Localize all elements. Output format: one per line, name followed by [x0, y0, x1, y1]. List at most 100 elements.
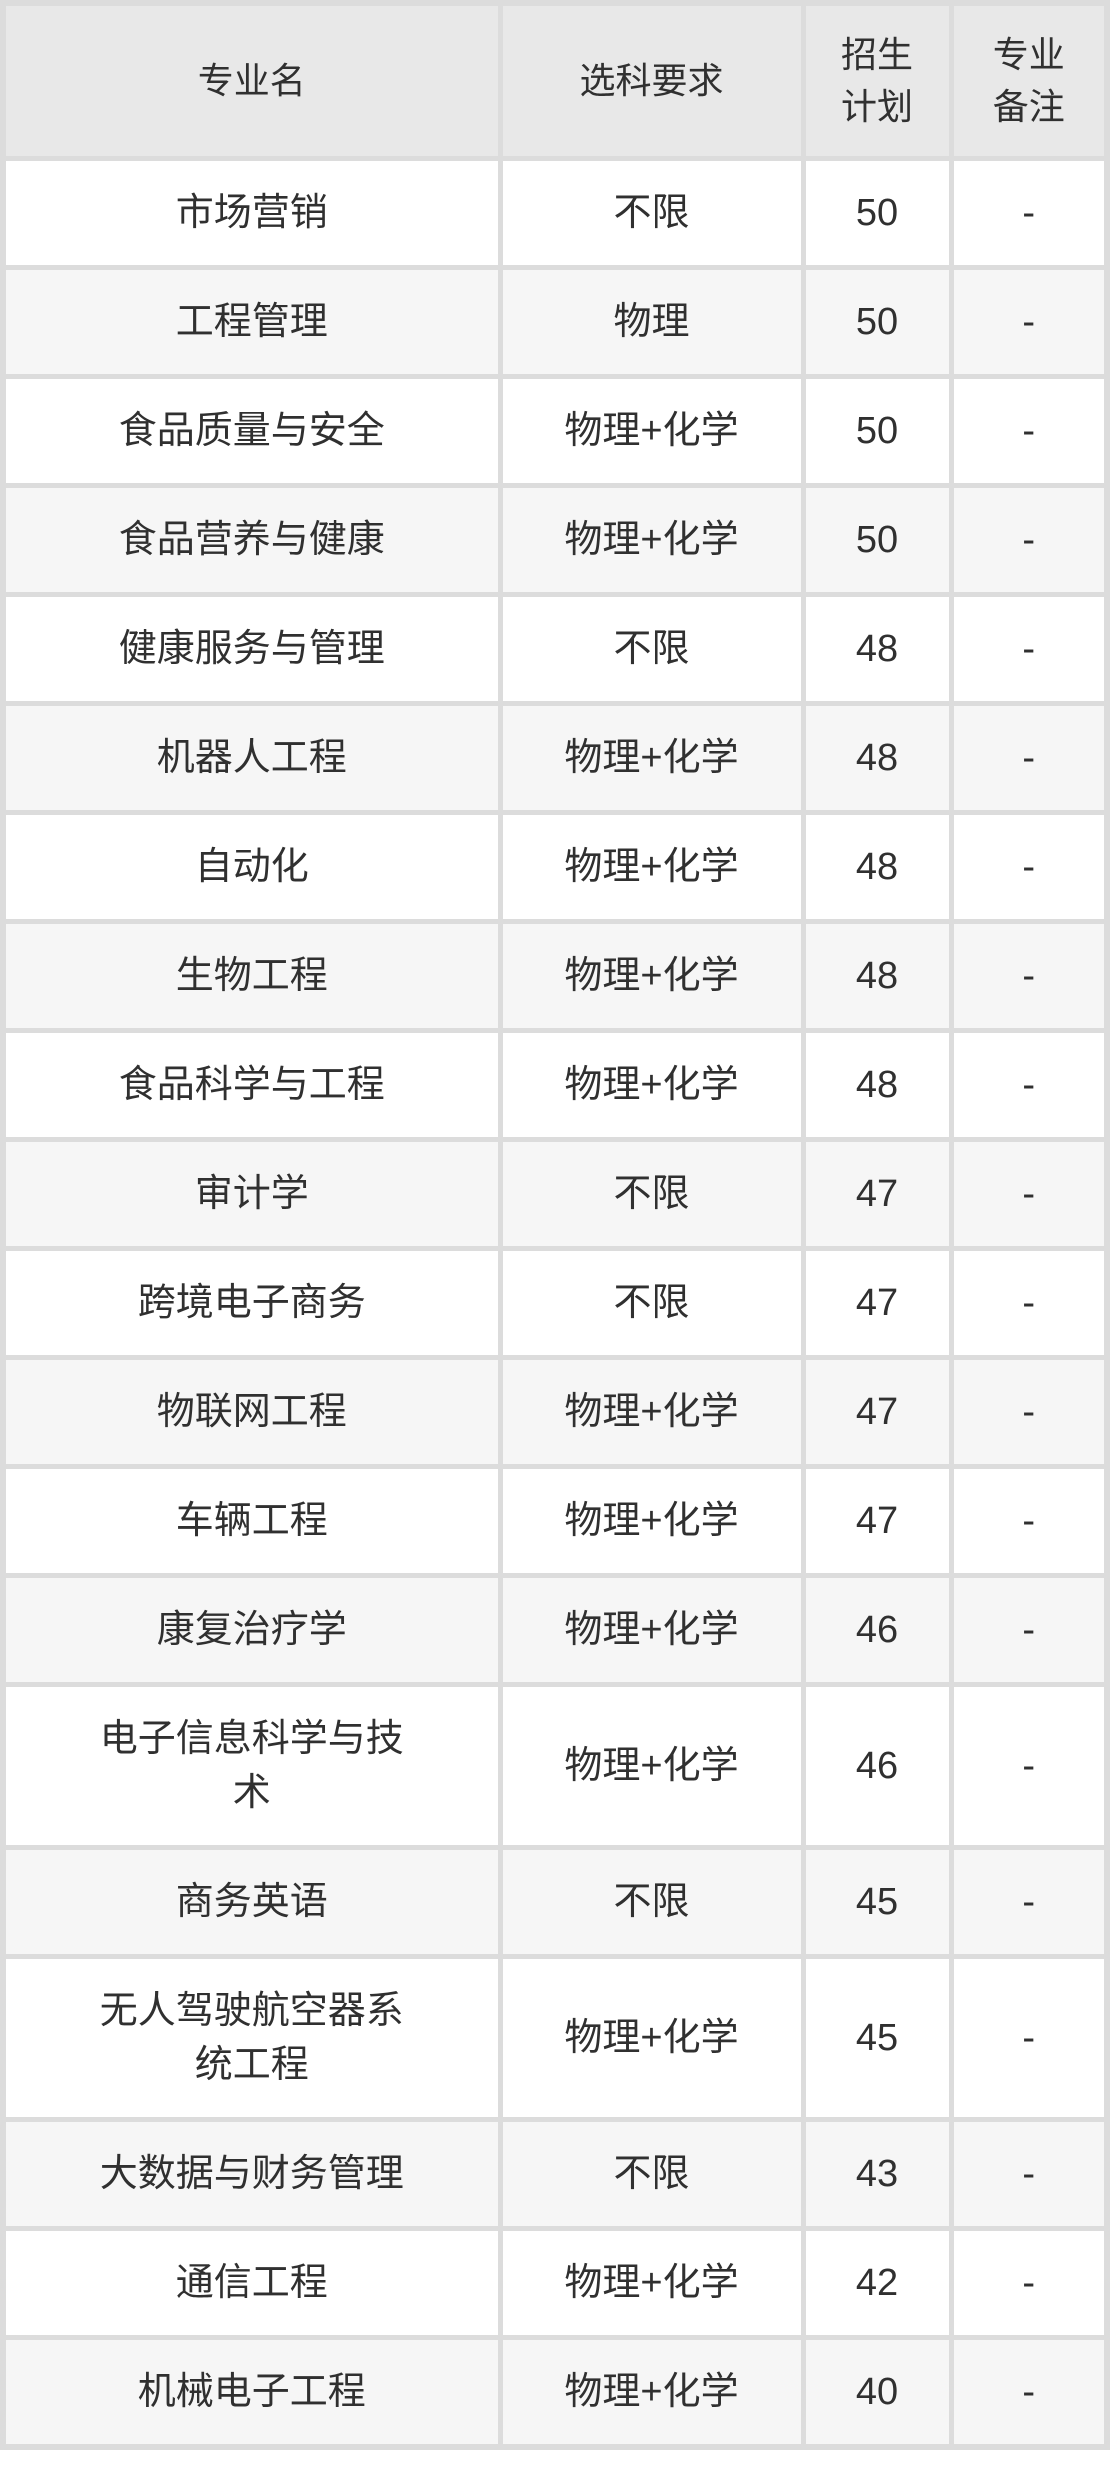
enrollment-plan-cell: 48: [800, 1028, 954, 1142]
table-header-row: 专业名 选科要求 招生 计划 专业 备注: [0, 0, 1110, 161]
enrollment-plan-cell: 45: [800, 1954, 954, 2122]
major-note-cell: -: [948, 374, 1110, 488]
major-name-text: 自动化: [194, 846, 309, 888]
subject-requirement-cell: 物理+化学: [497, 701, 806, 815]
enrollment-plan-cell: 50: [800, 265, 954, 379]
major-name-cell: 自动化: [0, 810, 503, 924]
enrollment-plan-cell: 48: [800, 919, 954, 1033]
major-name-cell: 无人驾驶航空器系统工程: [0, 1954, 503, 2122]
major-note-cell: -: [948, 919, 1110, 1033]
major-name-cell: 健康服务与管理: [0, 592, 503, 706]
table-row: 自动化 物理+化学 48 -: [0, 810, 1110, 924]
major-note-cell: -: [948, 2226, 1110, 2340]
major-name-text: 无人驾驶航空器系统工程: [99, 1990, 404, 2086]
major-name-text: 康复治疗学: [156, 1609, 347, 1651]
column-header-subject-requirement: 选科要求: [497, 0, 806, 161]
major-name-text: 食品营养与健康: [118, 519, 385, 561]
enrollment-plan-cell: 46: [800, 1682, 954, 1850]
table-row: 跨境电子商务 不限 47 -: [0, 1246, 1110, 1360]
subject-requirement-cell: 物理+化学: [497, 1464, 806, 1578]
table-body: 市场营销 不限 50 - 工程管理 物理 50 - 食品质量与安全 物理+化学 …: [0, 156, 1110, 2450]
major-note-cell: -: [948, 1464, 1110, 1578]
major-note-cell: -: [948, 1028, 1110, 1142]
major-name-cell: 大数据与财务管理: [0, 2117, 503, 2231]
major-note-cell: -: [948, 701, 1110, 815]
table-row: 审计学 不限 47 -: [0, 1137, 1110, 1251]
major-name-text: 健康服务与管理: [118, 628, 385, 670]
enrollment-plan-cell: 50: [800, 374, 954, 488]
subject-requirement-cell: 物理+化学: [497, 1682, 806, 1850]
major-name-text: 电子信息科学与技术: [99, 1718, 404, 1814]
column-header-major-name: 专业名: [0, 0, 503, 161]
major-name-cell: 电子信息科学与技术: [0, 1682, 503, 1850]
major-name-cell: 工程管理: [0, 265, 503, 379]
subject-requirement-cell: 不限: [497, 1845, 806, 1959]
major-name-cell: 通信工程: [0, 2226, 503, 2340]
enrollment-plan-cell: 48: [800, 810, 954, 924]
table-row: 食品科学与工程 物理+化学 48 -: [0, 1028, 1110, 1142]
major-note-cell: -: [948, 1246, 1110, 1360]
major-name-cell: 生物工程: [0, 919, 503, 1033]
subject-requirement-cell: 物理+化学: [497, 2226, 806, 2340]
column-header-enrollment-plan: 招生 计划: [800, 0, 954, 161]
major-name-cell: 康复治疗学: [0, 1573, 503, 1687]
table-row: 食品营养与健康 物理+化学 50 -: [0, 483, 1110, 597]
enrollment-plan-cell: 47: [800, 1355, 954, 1469]
major-note-cell: -: [948, 2117, 1110, 2231]
major-name-text: 审计学: [194, 1173, 309, 1215]
major-name-cell: 食品质量与安全: [0, 374, 503, 488]
major-name-cell: 跨境电子商务: [0, 1246, 503, 1360]
enrollment-plan-cell: 47: [800, 1464, 954, 1578]
subject-requirement-cell: 物理+化学: [497, 2335, 806, 2450]
enrollment-plan-cell: 45: [800, 1845, 954, 1959]
subject-requirement-cell: 物理: [497, 265, 806, 379]
major-name-cell: 商务英语: [0, 1845, 503, 1959]
table-row: 生物工程 物理+化学 48 -: [0, 919, 1110, 1033]
table-row: 机械电子工程 物理+化学 40 -: [0, 2335, 1110, 2450]
major-name-cell: 食品科学与工程: [0, 1028, 503, 1142]
major-name-text: 物联网工程: [156, 1391, 347, 1433]
enrollment-plan-cell: 50: [800, 483, 954, 597]
subject-requirement-cell: 物理+化学: [497, 1355, 806, 1469]
subject-requirement-cell: 物理+化学: [497, 810, 806, 924]
major-note-cell: -: [948, 156, 1110, 270]
major-name-cell: 审计学: [0, 1137, 503, 1251]
enrollment-plan-cell: 46: [800, 1573, 954, 1687]
table-row: 康复治疗学 物理+化学 46 -: [0, 1573, 1110, 1687]
major-name-text: 食品科学与工程: [118, 1064, 385, 1106]
table-row: 无人驾驶航空器系统工程 物理+化学 45 -: [0, 1954, 1110, 2122]
table-row: 电子信息科学与技术 物理+化学 46 -: [0, 1682, 1110, 1850]
subject-requirement-cell: 物理+化学: [497, 483, 806, 597]
subject-requirement-cell: 物理+化学: [497, 1028, 806, 1142]
subject-requirement-cell: 不限: [497, 1246, 806, 1360]
major-note-cell: -: [948, 1682, 1110, 1850]
major-note-cell: -: [948, 810, 1110, 924]
subject-requirement-cell: 物理+化学: [497, 1954, 806, 2122]
major-note-cell: -: [948, 1355, 1110, 1469]
subject-requirement-cell: 不限: [497, 2117, 806, 2231]
major-name-text: 机器人工程: [156, 737, 347, 779]
major-name-text: 跨境电子商务: [137, 1282, 366, 1324]
major-note-cell: -: [948, 1954, 1110, 2122]
major-name-cell: 物联网工程: [0, 1355, 503, 1469]
subject-requirement-cell: 不限: [497, 1137, 806, 1251]
table-row: 大数据与财务管理 不限 43 -: [0, 2117, 1110, 2231]
enrollment-plan-cell: 40: [800, 2335, 954, 2450]
table-row: 市场营销 不限 50 -: [0, 156, 1110, 270]
major-note-cell: -: [948, 483, 1110, 597]
major-name-text: 通信工程: [175, 2262, 328, 2304]
major-name-text: 食品质量与安全: [118, 410, 385, 452]
major-note-cell: -: [948, 592, 1110, 706]
subject-requirement-cell: 物理+化学: [497, 919, 806, 1033]
major-name-cell: 车辆工程: [0, 1464, 503, 1578]
enrollment-plan-cell: 42: [800, 2226, 954, 2340]
major-name-cell: 食品营养与健康: [0, 483, 503, 597]
major-name-cell: 机械电子工程: [0, 2335, 503, 2450]
major-name-text: 生物工程: [175, 955, 328, 997]
subject-requirement-cell: 不限: [497, 156, 806, 270]
major-name-text: 商务英语: [175, 1881, 328, 1923]
major-note-cell: -: [948, 1845, 1110, 1959]
major-name-text: 机械电子工程: [137, 2371, 366, 2413]
enrollment-plan-cell: 47: [800, 1137, 954, 1251]
